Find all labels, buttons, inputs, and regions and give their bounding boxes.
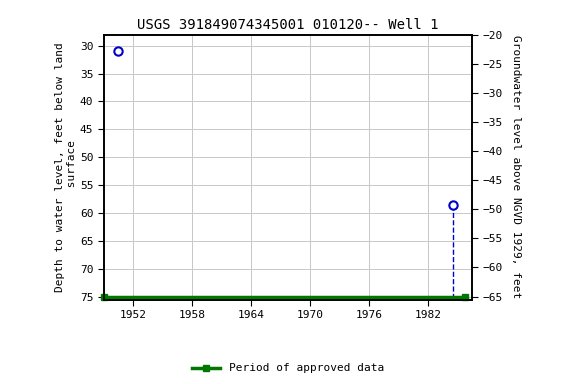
Title: USGS 391849074345001 010120-- Well 1: USGS 391849074345001 010120-- Well 1 xyxy=(137,18,439,32)
Y-axis label: Depth to water level, feet below land
 surface: Depth to water level, feet below land su… xyxy=(55,42,77,292)
Y-axis label: Groundwater level above NGVD 1929, feet: Groundwater level above NGVD 1929, feet xyxy=(511,35,521,299)
Legend: Period of approved data: Period of approved data xyxy=(192,363,384,374)
